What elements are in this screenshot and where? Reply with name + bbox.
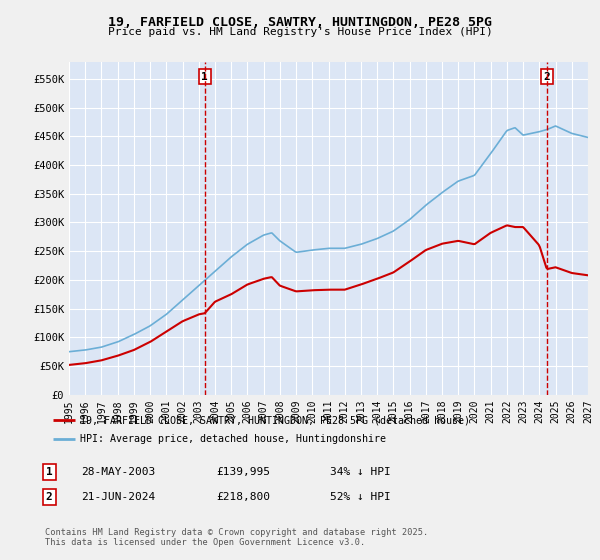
Text: 21-JUN-2024: 21-JUN-2024 [81, 492, 155, 502]
Text: HPI: Average price, detached house, Huntingdonshire: HPI: Average price, detached house, Hunt… [80, 435, 386, 445]
Text: £218,800: £218,800 [216, 492, 270, 502]
Text: 52% ↓ HPI: 52% ↓ HPI [330, 492, 391, 502]
Text: 19, FARFIELD CLOSE, SAWTRY, HUNTINGDON, PE28 5PG: 19, FARFIELD CLOSE, SAWTRY, HUNTINGDON, … [108, 16, 492, 29]
Text: 2: 2 [46, 492, 53, 502]
Text: 2: 2 [544, 72, 550, 82]
Text: 1: 1 [202, 72, 208, 82]
Text: Price paid vs. HM Land Registry's House Price Index (HPI): Price paid vs. HM Land Registry's House … [107, 27, 493, 37]
Text: Contains HM Land Registry data © Crown copyright and database right 2025.
This d: Contains HM Land Registry data © Crown c… [45, 528, 428, 547]
Text: £139,995: £139,995 [216, 467, 270, 477]
Text: 1: 1 [46, 467, 53, 477]
Text: 19, FARFIELD CLOSE, SAWTRY, HUNTINGDON, PE28 5PG (detached house): 19, FARFIELD CLOSE, SAWTRY, HUNTINGDON, … [80, 415, 470, 425]
Text: 34% ↓ HPI: 34% ↓ HPI [330, 467, 391, 477]
Text: 28-MAY-2003: 28-MAY-2003 [81, 467, 155, 477]
